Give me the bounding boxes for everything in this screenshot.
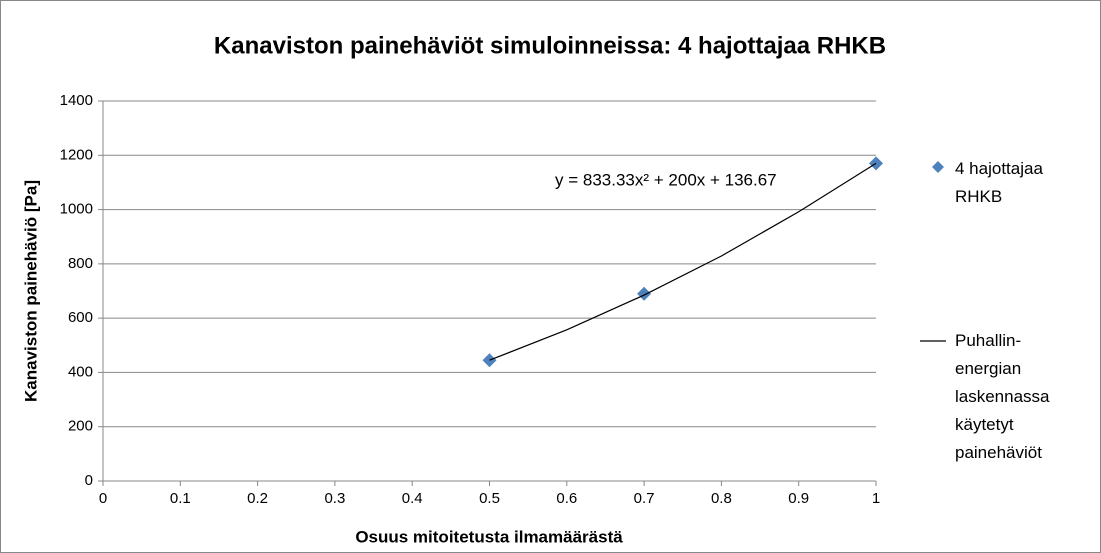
x-tick-label: 0.9 — [788, 490, 809, 507]
x-axis-label: Osuus mitoitetusta ilmamäärästä — [355, 527, 623, 546]
x-tick-label: 0.3 — [324, 490, 345, 507]
legend-swatch — [932, 161, 944, 173]
x-tick-label: 0.5 — [479, 490, 500, 507]
y-tick-label: 1400 — [60, 92, 93, 109]
y-axis-label: Kanaviston painehäviö [Pa] — [21, 180, 40, 402]
y-tick-label: 200 — [68, 418, 93, 435]
y-tick-label: 800 — [68, 255, 93, 272]
trendline — [489, 162, 877, 361]
y-tick-label: 1000 — [60, 201, 93, 218]
x-tick-label: 0.8 — [711, 490, 732, 507]
y-tick-label: 1200 — [60, 146, 93, 163]
x-tick-label: 0.2 — [247, 490, 268, 507]
x-tick-label: 0.6 — [556, 490, 577, 507]
y-tick-label: 600 — [68, 309, 93, 326]
y-tick-label: 0 — [85, 472, 93, 489]
x-tick-label: 0.7 — [634, 490, 655, 507]
chart-title: Kanaviston painehäviöt simuloinneissa: 4… — [214, 32, 886, 59]
legend-label: Puhallin-energian laskennassa käytetyt p… — [955, 331, 1050, 462]
x-tick-label: 0.1 — [170, 490, 191, 507]
trendline-equation: y = 833.33x² + 200x + 136.67 — [555, 170, 777, 189]
y-tick-label: 400 — [68, 363, 93, 380]
legend-label: 4 hajottajaa RHKB — [955, 159, 1043, 206]
x-tick-label: 0.4 — [402, 490, 423, 507]
x-tick-label: 1 — [872, 490, 880, 507]
x-tick-label: 0 — [99, 490, 107, 507]
